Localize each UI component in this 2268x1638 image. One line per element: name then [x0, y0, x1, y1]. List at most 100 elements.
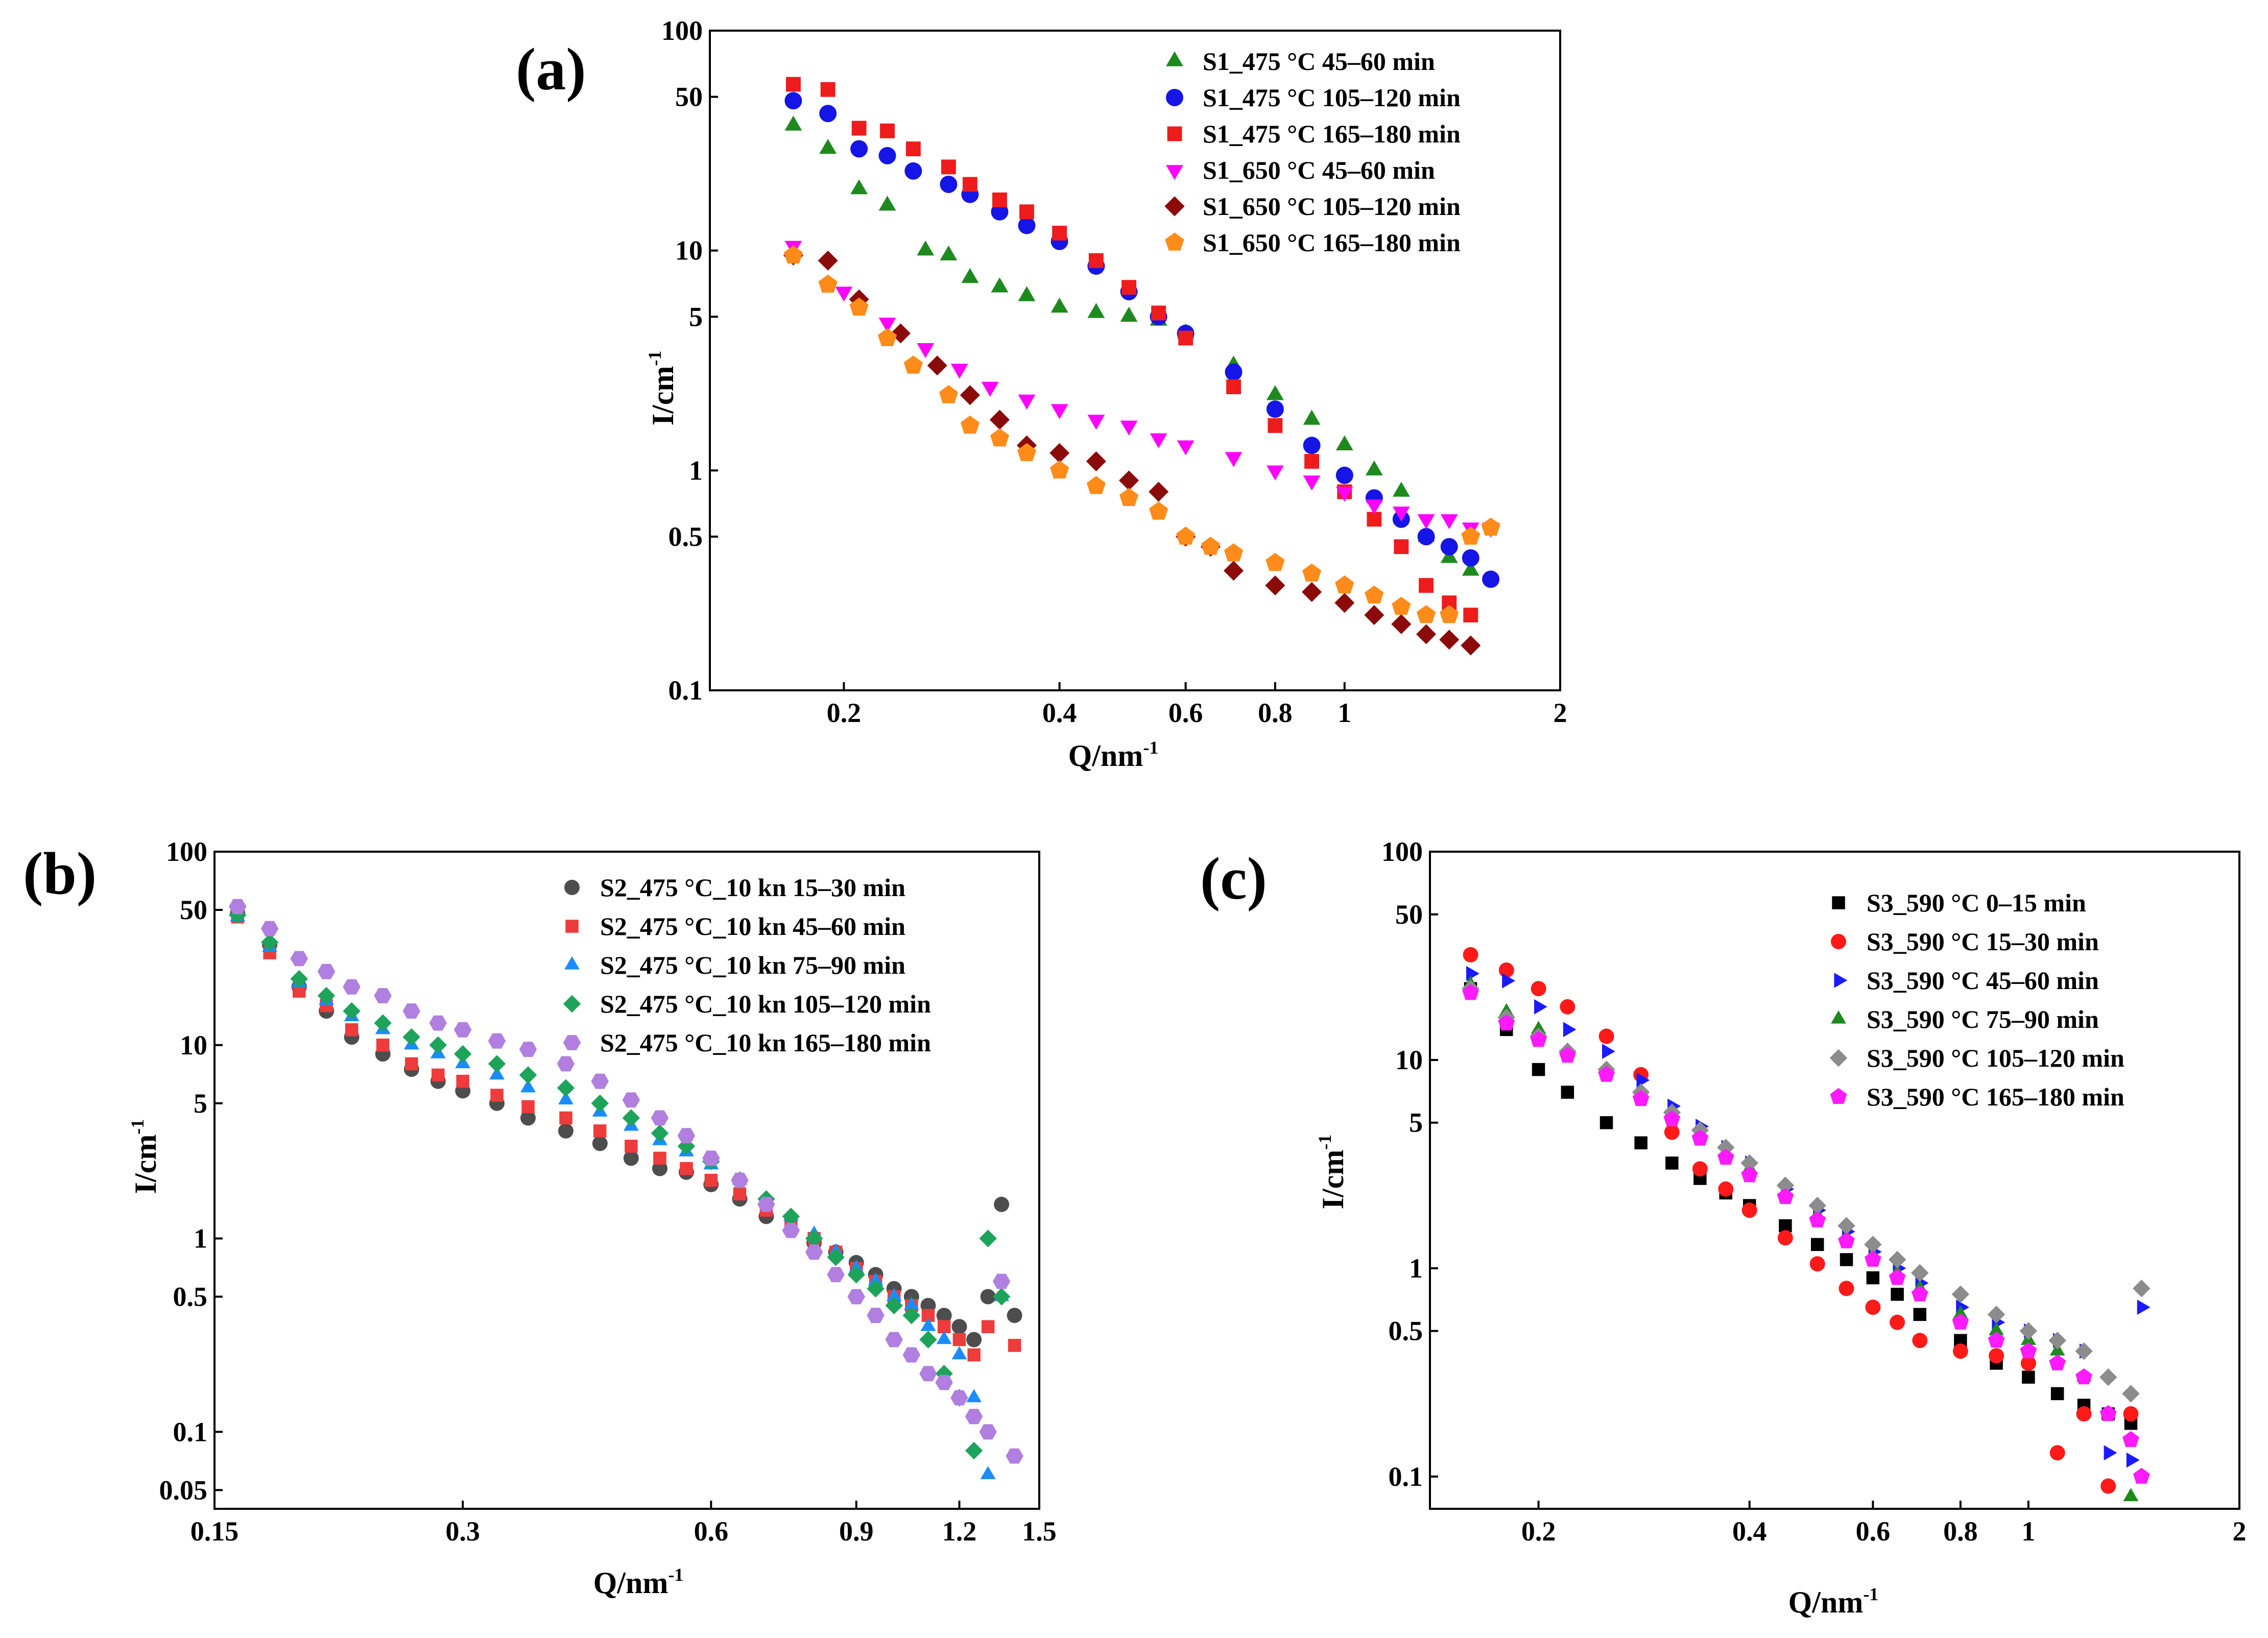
- data-point: [1050, 460, 1069, 479]
- x-tick-label: 0.6: [1856, 1516, 1891, 1547]
- data-point: [1952, 1306, 1968, 1319]
- data-point: [2137, 1299, 2151, 1315]
- data-point: [1531, 1021, 1546, 1034]
- series-6: [783, 245, 1500, 623]
- data-point: [557, 1056, 575, 1072]
- data-point: [991, 203, 1009, 221]
- data-point: [1178, 330, 1193, 346]
- data-point: [1865, 1250, 1881, 1267]
- data-point: [625, 1140, 638, 1153]
- data-point: [2076, 1406, 2092, 1422]
- data-point: [966, 1389, 982, 1403]
- data-point: [1086, 476, 1106, 494]
- data-point: [1482, 570, 1500, 588]
- data-point: [1632, 1090, 1650, 1106]
- data-point: [1530, 1031, 1547, 1047]
- data-point: [849, 297, 869, 316]
- x-tick-label: 0.8: [1258, 697, 1293, 728]
- data-point: [989, 410, 1010, 430]
- data-point: [1006, 1448, 1023, 1464]
- data-point: [1466, 966, 1479, 981]
- data-point: [2133, 1280, 2151, 1297]
- legend-label: S2_475 °C_10 kn 105–120 min: [600, 990, 931, 1018]
- data-point: [1303, 437, 1321, 454]
- data-point: [805, 1244, 823, 1260]
- data-point: [1087, 415, 1105, 430]
- legend-marker: [1831, 1010, 1846, 1024]
- data-point: [317, 986, 336, 1005]
- data-point: [1691, 1129, 1709, 1146]
- legend-label: S2_475 °C_10 kn 45–60 min: [600, 912, 905, 941]
- data-point: [784, 115, 802, 131]
- legend-marker: [564, 880, 580, 895]
- data-point: [1018, 394, 1036, 410]
- x-tick-label: 0.2: [827, 697, 862, 728]
- data-point: [651, 1124, 669, 1142]
- data-point: [1889, 1269, 1906, 1285]
- data-point: [782, 1222, 800, 1238]
- data-point: [1777, 1230, 1793, 1246]
- data-point: [1019, 204, 1034, 220]
- data-point: [1809, 1211, 1826, 1227]
- data-point: [1150, 433, 1167, 448]
- x-tick-label: 0.6: [1168, 697, 1203, 728]
- data-point: [2122, 1385, 2140, 1403]
- panel-a-label: (a): [516, 36, 586, 103]
- data-point: [1502, 973, 1515, 989]
- data-point: [558, 1123, 574, 1139]
- data-point: [1176, 526, 1196, 545]
- data-point: [965, 1409, 983, 1425]
- series-5: [229, 899, 1023, 1464]
- data-point: [1559, 1047, 1576, 1063]
- y-tick-label: 1: [1409, 1253, 1423, 1284]
- data-point: [623, 1150, 639, 1166]
- data-point: [850, 140, 868, 158]
- data-point: [1335, 487, 1353, 502]
- data-point: [952, 1333, 966, 1346]
- data-point: [453, 1045, 472, 1063]
- legend-label: S3_590 °C 45–60 min: [1867, 966, 2099, 995]
- data-point: [343, 1002, 361, 1020]
- data-point: [1598, 1028, 1614, 1044]
- data-point: [702, 1150, 720, 1166]
- data-point: [1840, 1253, 1853, 1266]
- data-point: [905, 141, 921, 156]
- data-point: [917, 343, 935, 358]
- data-point: [1498, 1014, 1515, 1031]
- panel-b: (b) I/cm-1 Q/nm-1 0.15 0.3 0.6 0.9 1.2 1.50.0…: [23, 836, 1057, 1600]
- y-tick-label: 10: [675, 235, 703, 266]
- data-point: [2050, 1387, 2064, 1401]
- data-point: [1302, 582, 1322, 602]
- data-point: [1664, 1124, 1680, 1140]
- data-point: [951, 1346, 967, 1360]
- data-point: [2123, 1406, 2139, 1422]
- data-point: [835, 286, 853, 302]
- data-point: [1461, 526, 1481, 545]
- y-tick-label: 0.1: [1389, 1461, 1423, 1492]
- legend-label: S2_475 °C_10 kn 15–30 min: [600, 873, 905, 902]
- data-point: [1913, 1308, 1926, 1321]
- data-point: [1776, 1176, 1795, 1194]
- y-tick-label: 5: [194, 1088, 207, 1119]
- data-point: [1303, 410, 1321, 425]
- data-point: [1392, 481, 1410, 497]
- data-point: [1989, 1322, 2004, 1336]
- panel-b-xlabel: Q/nm-1: [593, 1564, 684, 1600]
- data-point: [345, 1023, 359, 1037]
- data-point: [558, 1091, 574, 1104]
- legend-label: S3_590 °C 75–90 min: [1867, 1005, 2099, 1033]
- data-point: [1777, 1188, 1794, 1205]
- data-point: [867, 1308, 885, 1323]
- data-point: [786, 77, 801, 92]
- data-point: [1634, 1136, 1648, 1149]
- data-point: [1302, 563, 1322, 582]
- data-point: [1692, 1161, 1708, 1177]
- legend-label: S2_475 °C_10 kn 75–90 min: [600, 951, 905, 979]
- data-point: [591, 1073, 609, 1089]
- data-point: [1304, 454, 1319, 469]
- data-point: [940, 245, 958, 260]
- y-tick-label: 100: [661, 15, 703, 46]
- data-point: [827, 1267, 845, 1283]
- plot-frame: [1429, 851, 2240, 1510]
- data-point: [1440, 548, 1458, 563]
